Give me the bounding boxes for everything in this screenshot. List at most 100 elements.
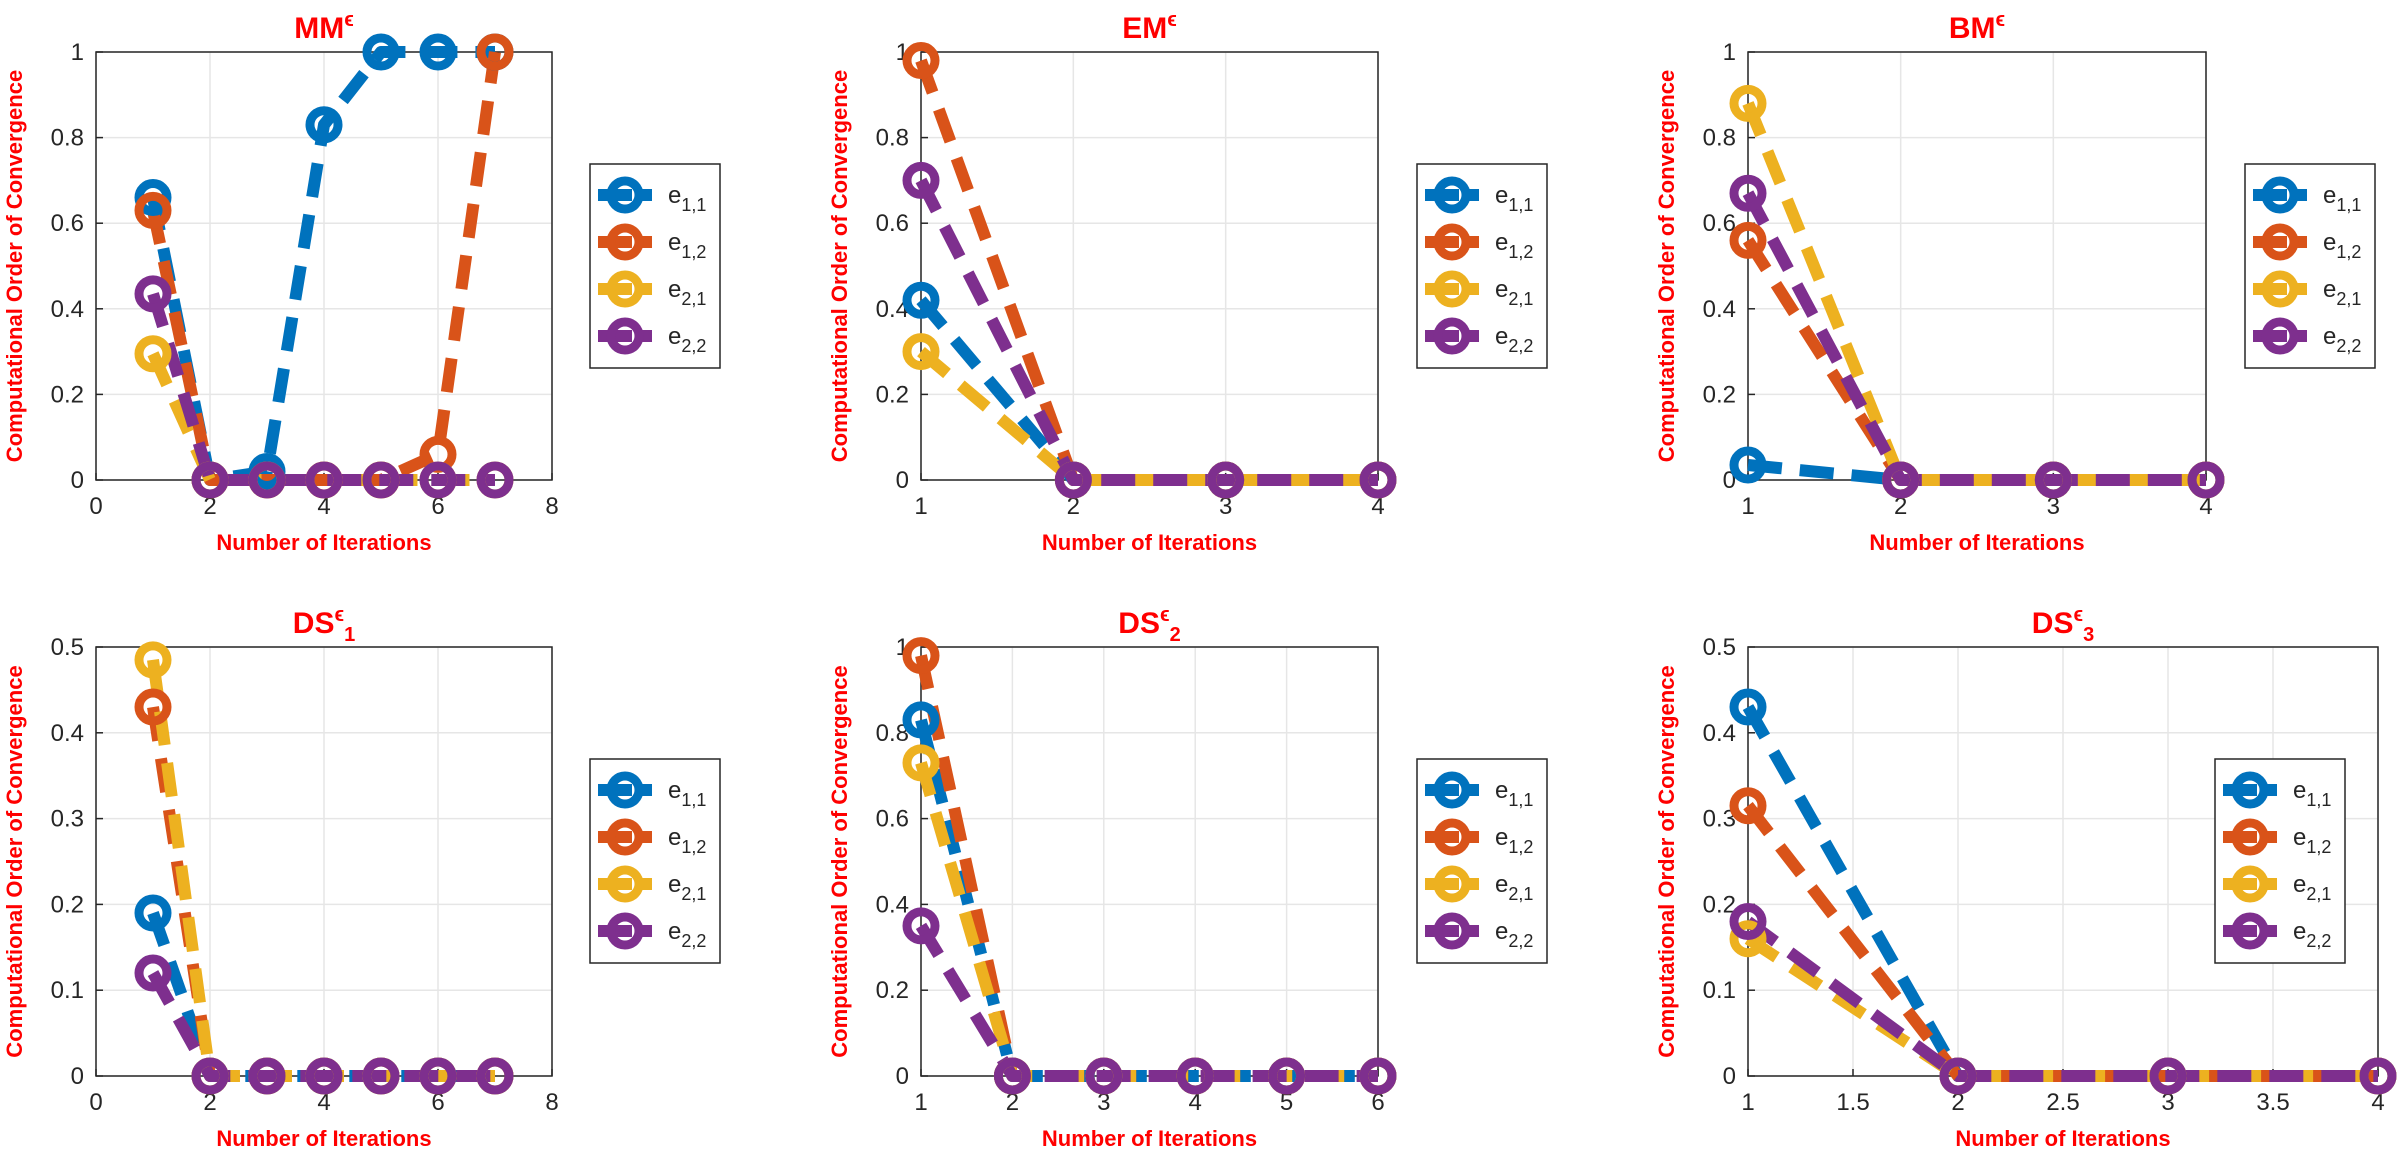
x-tick-label: 1 [1741,493,1754,520]
data-point-e2-2 [305,1057,343,1095]
data-point-e1-1 [305,106,343,144]
legend-swatch-marker [2231,771,2269,809]
legend-label-subscript: 2,1 [1508,289,1533,309]
x-tick-label: 3 [2161,1089,2174,1116]
data-point-e2-1 [1729,920,1767,958]
legend-label-subscript: 2,1 [2336,289,2361,309]
legend-label: e1,1 [1495,182,1533,215]
title-superscript: ϵ [1167,9,1177,31]
chart-title: DSϵ3 [2032,604,2094,646]
data-point-e1-2 [902,637,940,675]
y-tick-label: 0.8 [1703,125,1736,152]
data-point-e2-2 [1054,461,1092,499]
legend-label-base: e [1495,871,1508,898]
legend-label: e1,2 [2323,229,2361,262]
x-tick-label: 2.5 [2046,1089,2079,1116]
y-axis-label: Computational Order of Convergence [2,665,27,1057]
legend-swatch-marker [606,865,644,903]
x-tick-label: 1 [914,493,927,520]
x-tick-label: 1 [1741,1089,1754,1116]
series-line-e2-2 [915,177,1378,486]
legend-label: e2,2 [1495,323,1533,356]
chart-title: DSϵ2 [1118,604,1180,646]
x-tick-label: 0 [89,493,102,520]
legend-label: e1,1 [2293,777,2331,810]
legend-label-subscript: 2,2 [2306,931,2331,951]
y-tick-label: 0.4 [51,720,84,747]
legend-label-subscript: 1,2 [681,837,706,857]
legend-swatch-marker [2231,865,2269,903]
legend-swatch-marker [606,223,644,261]
y-tick-label: 0.8 [876,125,909,152]
data-point-e2-2 [476,461,514,499]
legend-label-base: e [1495,918,1508,945]
legend-label-base: e [1495,276,1508,303]
legend-label-base: e [2293,871,2306,898]
y-tick-label: 0.6 [876,806,909,833]
y-axis-label: Computational Order of Convergence [2,70,27,462]
legend-label-base: e [2293,777,2306,804]
data-point-e2-2 [248,1057,286,1095]
series-line-e2-2 [915,922,1378,1082]
data-point-e1-2 [134,191,172,229]
y-tick-label: 0 [1723,1063,1736,1090]
x-tick-label: 2 [203,1089,216,1116]
y-axis-label: Computational Order of Convergence [1654,70,1679,462]
series-line-e1-1 [916,296,1378,486]
x-tick-label: 2 [1894,493,1907,520]
legend-label-base: e [1495,777,1508,804]
data-point-e2-2 [902,907,940,945]
data-point-e2-2 [1882,461,1920,499]
x-axis-label: Number of Iterations [1955,1126,2170,1151]
legend-label-subscript: 1,1 [681,790,706,810]
legend-label-base: e [2323,229,2336,256]
legend-label: e1,1 [668,182,706,215]
data-point-e2-2 [191,461,229,499]
series-line-e2-2 [147,292,495,486]
x-tick-label: 3 [2047,493,2060,520]
legend-label-base: e [2323,276,2336,303]
x-tick-label: 5 [1280,1089,1293,1116]
data-point-e2-1 [134,641,172,679]
data-point-e1-1 [362,33,400,71]
legend-label: e1,1 [1495,777,1533,810]
y-tick-label: 0.8 [51,125,84,152]
chart-title: BMϵ [1949,9,2005,45]
data-point-e2-2 [248,461,286,499]
legend-label: e2,2 [668,918,706,951]
y-tick-label: 0.2 [51,891,84,918]
data-point-e1-1 [134,894,172,932]
legend-swatch-marker [606,912,644,950]
legend-label-base: e [668,824,681,851]
legend-label: e2,1 [668,276,706,309]
data-point-e2-2 [902,161,940,199]
legend-label: e1,2 [668,824,706,857]
data-point-e2-2 [1176,1057,1214,1095]
legend-swatch-marker [1433,865,1471,903]
legend: e1,1e1,2e2,1e2,2 [1416,163,1548,369]
series-line-e1-2 [147,51,501,486]
chart-title: DSϵ1 [293,604,355,646]
legend-swatch-marker [1433,818,1471,856]
y-tick-label: 0.6 [876,210,909,237]
data-point-e2-2 [1729,903,1767,941]
legend-label-subscript: 1,2 [2306,837,2331,857]
x-tick-label: 8 [545,1089,558,1116]
legend-swatch-marker [606,771,644,809]
legend-swatch-marker [606,818,644,856]
y-tick-label: 0 [71,1063,84,1090]
legend-label-subscript: 2,1 [681,884,706,904]
legend-swatch-marker [606,176,644,214]
legend-label-base: e [1495,323,1508,350]
legend-label-base: e [1495,182,1508,209]
legend-label-base: e [2323,323,2336,350]
x-axis-label: Number of Iterations [1869,530,2084,555]
legend: e1,1e1,2e2,1e2,2 [1416,758,1548,964]
y-tick-label: 0.2 [1703,891,1736,918]
y-tick-label: 0.1 [51,977,84,1004]
legend-swatch-marker [606,270,644,308]
data-point-e1-2 [1729,787,1767,825]
data-point-e2-2 [134,275,172,313]
x-tick-label: 4 [2371,1089,2384,1116]
